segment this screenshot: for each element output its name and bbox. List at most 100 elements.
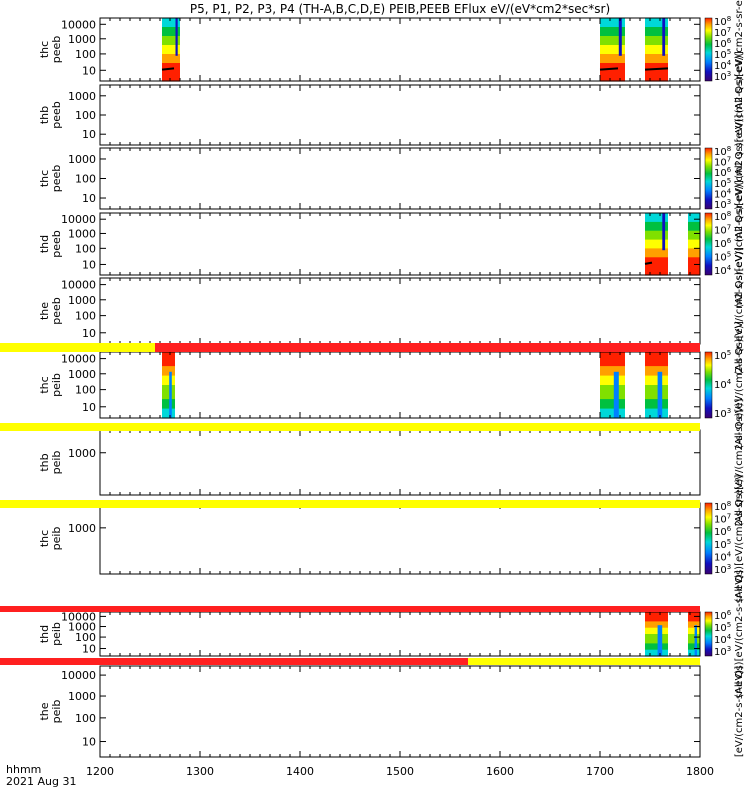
y-axis-label: thc <box>38 170 51 187</box>
colorbar-label: (All Qs)[eV/(cm2-s-sr-eV)] <box>734 247 745 375</box>
spectro-band <box>645 389 668 395</box>
colorbar-tick-label: 104 <box>714 264 732 277</box>
y-axis-label: thd <box>38 625 51 643</box>
y-tick-label: 100 <box>75 173 96 186</box>
spectro-band <box>600 58 625 64</box>
spectro-band <box>600 361 625 367</box>
colorbar <box>704 17 713 82</box>
spectro-band <box>645 618 668 622</box>
x-tick-label: 1800 <box>686 765 714 778</box>
spectro-band <box>600 36 625 42</box>
spectro-band <box>645 266 668 272</box>
spectro-band <box>162 352 175 358</box>
spectro-band <box>645 403 668 410</box>
colorbar-label: (All Qs)[eV/(cm2-s-sr-eV)] <box>734 570 745 698</box>
y-axis-label: peib <box>50 373 63 397</box>
spectro-band <box>688 257 700 263</box>
spectro-band <box>645 67 668 73</box>
spectro-band <box>645 637 668 641</box>
spectro-band <box>600 45 625 51</box>
y-tick-label: 10 <box>82 401 96 414</box>
spectro-band <box>600 27 625 33</box>
status-bar-segment <box>0 658 468 665</box>
colorbar <box>704 351 713 419</box>
spectro-band <box>645 40 668 46</box>
spectro-band <box>688 213 700 218</box>
y-axis-label: the <box>38 302 51 320</box>
spectro-band <box>688 618 700 622</box>
colorbar <box>704 502 713 575</box>
spectro-band <box>600 399 625 405</box>
spectro-band <box>162 22 180 28</box>
spectro-band <box>645 621 668 626</box>
colorbar-tick-label: 103 <box>714 645 731 658</box>
x-tick-label: 1400 <box>286 765 314 778</box>
spectro-band <box>688 226 700 232</box>
spectro-band <box>162 366 175 372</box>
y-tick-label: 1000 <box>68 690 96 703</box>
y-tick-label: 1000 <box>68 153 96 166</box>
panel-frame <box>99 84 701 146</box>
spectro-band <box>162 380 175 386</box>
spectro-band <box>600 40 625 46</box>
spectro-band <box>688 615 700 619</box>
spectro-band <box>645 22 668 28</box>
spectro-band <box>645 257 668 263</box>
spectro-streak <box>618 18 622 56</box>
spectro-band <box>162 18 180 24</box>
spectro-streak <box>175 18 178 56</box>
spectro-band <box>162 67 180 73</box>
spectro-band <box>162 40 180 46</box>
spectro-band <box>645 261 668 267</box>
spectro-band <box>600 375 625 381</box>
spectro-streak <box>613 371 619 418</box>
spectro-band <box>688 640 700 644</box>
x-tick-label: 1700 <box>586 765 614 778</box>
status-bar-segment <box>0 606 700 612</box>
y-tick-label: 10 <box>82 258 96 271</box>
panel-frame <box>99 429 701 496</box>
spectro-band <box>645 366 668 372</box>
spectro-band <box>645 385 668 391</box>
panel-frame <box>99 277 701 345</box>
y-tick-label: 10 <box>82 64 96 77</box>
spectro-band <box>645 58 668 64</box>
spectro-band <box>645 54 668 60</box>
y-tick-label: 10 <box>82 643 96 656</box>
panel-frame <box>99 502 701 575</box>
y-axis-label: thb <box>38 453 51 471</box>
spectro-streak <box>657 371 663 418</box>
y-axis-label: peib <box>50 451 63 475</box>
spectro-band <box>600 72 625 78</box>
y-axis-label: thc <box>38 530 51 547</box>
colorbar <box>704 147 713 210</box>
spectro-band <box>162 54 180 60</box>
spectro-band <box>645 230 668 236</box>
status-bar-segment <box>155 343 700 352</box>
spectro-band <box>688 239 700 245</box>
colorbar-label: (All Qs)[eV/(cm2-s-sr-eV)] <box>734 51 745 179</box>
spectro-band <box>645 630 668 635</box>
spectro-streak <box>662 18 666 56</box>
panel-1: 1000 100 10 thb peeb (All Qs)[eV/(cm2-s-sr-eV… <box>38 51 745 179</box>
spectro-band <box>600 18 625 24</box>
y-tick-label: 10 <box>82 736 96 749</box>
y-tick-label: 100 <box>75 242 96 255</box>
spectro-band <box>162 413 175 419</box>
spectro-band <box>645 361 668 367</box>
spectro-band <box>645 49 668 55</box>
spectro-band <box>645 235 668 241</box>
spectro-band <box>600 356 625 362</box>
y-axis-label: peib <box>50 622 63 646</box>
spectro-band <box>162 408 175 414</box>
spectro-band <box>645 643 668 648</box>
colorbar-tick-label: 103 <box>714 407 731 420</box>
x-tick-label: 1300 <box>186 765 214 778</box>
spectro-band <box>162 385 175 391</box>
panel-4: 10000 1000 100 10 the peeb (All Qs)[eV/(cm2-s-… <box>38 247 745 375</box>
spectro-band <box>645 63 668 69</box>
colorbar-label: [eV/(cm2-s-sr-eV)] <box>734 666 745 757</box>
colorbar-tick-label: 105 <box>714 538 731 551</box>
